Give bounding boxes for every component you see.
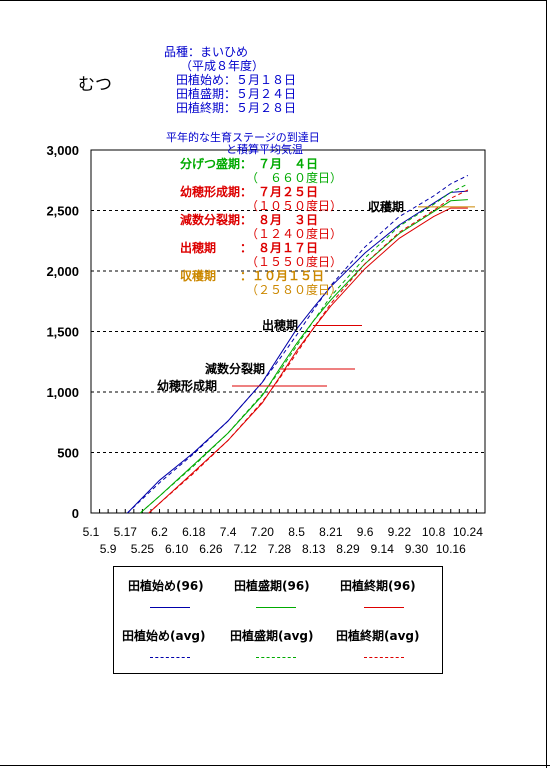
stage-tillering-label: 分げつ盛期： ７月 ４日 <box>180 157 319 171</box>
variety-label: 品種：まいひめ <box>164 45 249 59</box>
x-tick-label: 7.12 <box>233 542 257 556</box>
stage-harvest-label: 収穫期 ：１０月１５日 <box>180 269 325 283</box>
x-tick-label: 10.24 <box>453 525 483 539</box>
x-tick-label: 6.2 <box>151 525 168 539</box>
planting-end-label: 田植終期：５月２８日 <box>176 101 297 115</box>
series-line <box>148 207 468 514</box>
series-line <box>139 183 469 514</box>
series-line <box>127 174 469 514</box>
x-tick-label: 8.5 <box>288 525 305 539</box>
y-tick-label: 500 <box>57 446 79 461</box>
x-tick-label: 6.18 <box>182 525 206 539</box>
legend-label-end-96: 田植終期(96) <box>340 579 416 593</box>
x-tick-label: 7.4 <box>220 525 237 539</box>
legend-label-peak-avg: 田植盛期(avg) <box>230 629 314 643</box>
stages-title-2: と積算平均気温 <box>226 143 303 156</box>
stage-harvest-value: （２５８０度日） <box>246 283 343 297</box>
x-tick-label: 10.8 <box>422 525 446 539</box>
x-tick-label: 9.6 <box>357 525 374 539</box>
y-tick-label: 1,500 <box>46 325 79 340</box>
page-frame-bottom <box>0 765 550 766</box>
stage-marker-label: 収穫期 <box>368 199 404 214</box>
x-tick-label: 8.21 <box>319 525 343 539</box>
legend-swatch-end-avg <box>364 657 404 658</box>
legend: 田植始め(96) 田植盛期(96) 田植終期(96) 田植始め(avg) 田植盛… <box>113 566 443 674</box>
x-tick-label: 5.1 <box>83 525 100 539</box>
x-tick-label: 7.28 <box>268 542 292 556</box>
x-tick-label: 10.16 <box>436 542 466 556</box>
y-tick-label: 3,000 <box>46 143 79 158</box>
x-tick-label: 9.30 <box>405 542 429 556</box>
x-tick-label: 6.10 <box>165 542 189 556</box>
y-tick-label: 2,000 <box>46 264 79 279</box>
stage-tillering-value: （ ６６０度日） <box>246 171 343 185</box>
year-label: （平成８年度） <box>180 59 265 73</box>
x-tick-label: 5.9 <box>100 542 117 556</box>
station-name: むつ <box>78 75 112 95</box>
stage-panicle-value: （１０５０度日） <box>246 199 343 213</box>
legend-label-end-avg: 田植終期(avg) <box>336 629 420 643</box>
stage-meiosis-label: 減数分裂期： ８月 ３日 <box>180 213 319 227</box>
legend-label-start-avg: 田植始め(avg) <box>122 629 206 643</box>
x-tick-label: 7.20 <box>251 525 275 539</box>
y-tick-label: 2,500 <box>46 204 79 219</box>
stage-marker-label: 減数分裂期 <box>205 361 265 376</box>
page-frame-right <box>546 0 547 768</box>
stage-marker-label: 出穂期 <box>262 317 298 332</box>
legend-label-peak-96: 田植盛期(96) <box>234 579 310 593</box>
legend-swatch-peak-avg <box>256 657 296 658</box>
y-tick-label: 1,000 <box>46 385 79 400</box>
stage-panicle-label: 幼穂形成期： ７月２５日 <box>180 185 319 199</box>
page-frame-top <box>0 0 546 1</box>
legend-swatch-end-96 <box>364 607 404 608</box>
series-line <box>148 189 469 514</box>
stage-meiosis-value: （１２４０度日） <box>246 227 343 241</box>
x-tick-label: 8.29 <box>336 542 360 556</box>
stages-title-1: 平年的な生育ステージの到達日 <box>166 131 320 144</box>
stage-heading-value: （１５５０度日） <box>246 255 343 269</box>
x-tick-label: 5.25 <box>131 542 155 556</box>
stage-marker-label: 幼穂形成期 <box>157 378 217 393</box>
legend-swatch-peak-96 <box>256 607 296 608</box>
x-tick-label: 6.26 <box>199 542 223 556</box>
series-line <box>139 199 468 514</box>
planting-peak-label: 田植盛期：５月２４日 <box>176 87 297 101</box>
x-tick-label: 9.14 <box>371 542 395 556</box>
legend-swatch-start-avg <box>150 657 190 658</box>
planting-start-label: 田植始め：５月１８日 <box>176 73 297 87</box>
y-tick-label: 0 <box>72 506 79 521</box>
stage-heading-label: 出穂期 ： ８月１７日 <box>180 241 319 255</box>
legend-swatch-start-96 <box>150 607 190 608</box>
x-tick-label: 9.22 <box>388 525 412 539</box>
x-tick-label: 8.13 <box>302 542 326 556</box>
x-tick-label: 5.17 <box>114 525 138 539</box>
legend-label-start-96: 田植始め(96) <box>128 579 204 593</box>
